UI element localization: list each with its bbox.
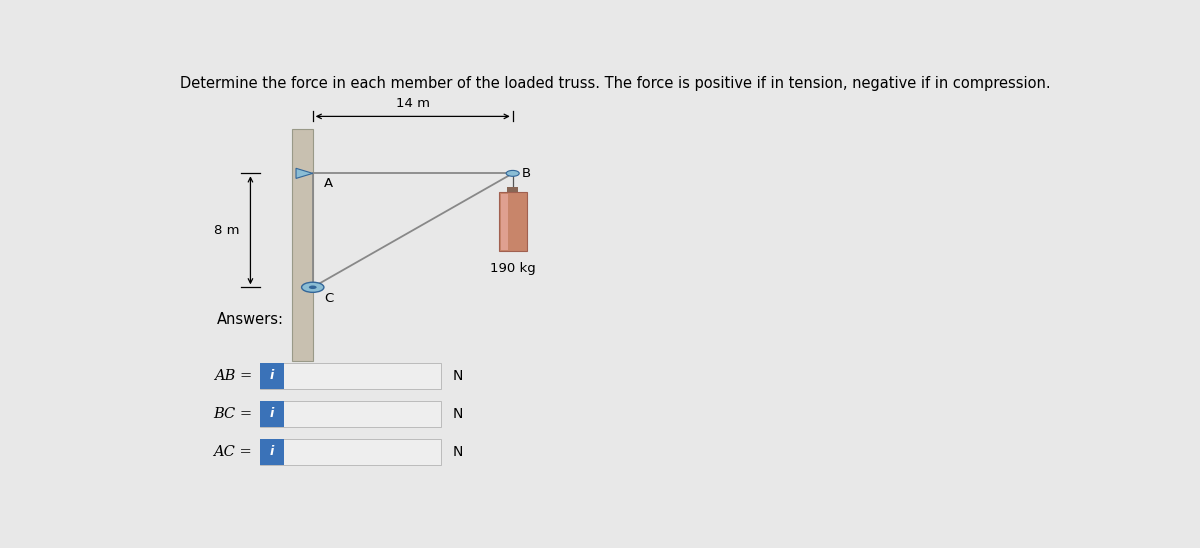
Bar: [499, 192, 527, 252]
Text: N: N: [452, 445, 463, 459]
Bar: [259, 439, 284, 465]
Text: N: N: [452, 407, 463, 421]
Text: N: N: [452, 369, 463, 383]
Bar: [500, 194, 509, 250]
Text: Determine the force in each member of the loaded truss. The force is positive if: Determine the force in each member of th…: [180, 76, 1050, 92]
Bar: [259, 401, 442, 426]
Text: AC =: AC =: [214, 445, 252, 459]
Text: Answers:: Answers:: [217, 312, 284, 327]
Text: BC =: BC =: [214, 407, 252, 421]
Text: i: i: [270, 369, 274, 383]
Text: 190 kg: 190 kg: [490, 262, 535, 275]
Bar: [259, 363, 284, 389]
Text: A: A: [324, 177, 334, 190]
Bar: [508, 187, 518, 192]
Circle shape: [301, 282, 324, 292]
Polygon shape: [296, 168, 313, 179]
Bar: [259, 401, 284, 426]
Text: 8 m: 8 m: [214, 224, 239, 237]
Text: i: i: [270, 407, 274, 420]
Text: 14 m: 14 m: [396, 97, 430, 110]
Circle shape: [506, 170, 520, 176]
Circle shape: [308, 286, 317, 289]
Text: C: C: [324, 292, 334, 305]
Bar: [293, 129, 313, 361]
Bar: [259, 363, 442, 389]
Text: B: B: [522, 167, 532, 180]
Bar: [259, 439, 442, 465]
Text: AB =: AB =: [214, 369, 252, 383]
Text: i: i: [270, 446, 274, 458]
